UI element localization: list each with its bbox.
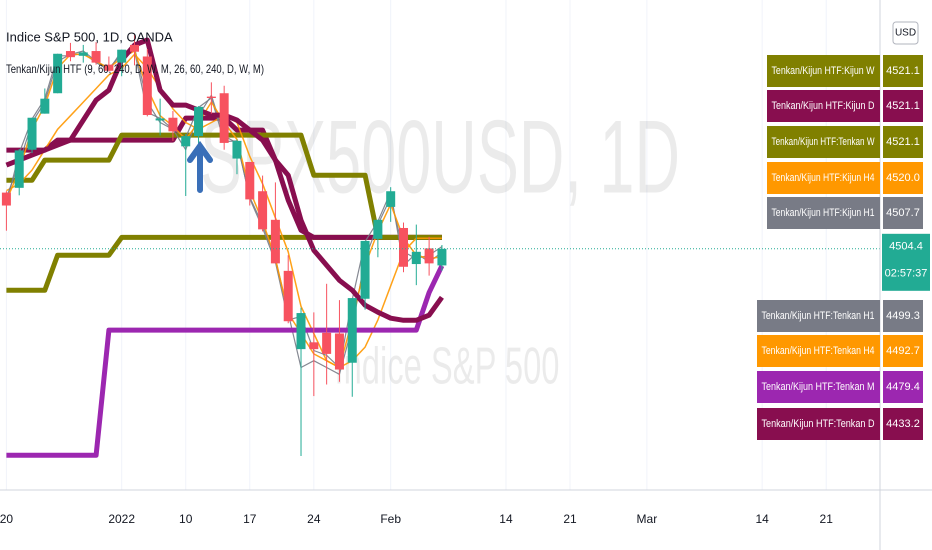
candle-body xyxy=(1,192,11,206)
candle-body xyxy=(258,191,268,230)
value-box xyxy=(883,197,923,229)
label-name: Tenkan/Kijun HTF:Tenkan H1 xyxy=(762,310,875,322)
candle-body xyxy=(232,140,242,159)
candle-body xyxy=(398,227,408,267)
candle-body xyxy=(181,136,191,147)
candle-body xyxy=(322,332,332,354)
indicator-title: Tenkan/Kijun HTF (9, 60, 240, D, W, M, 2… xyxy=(6,62,264,76)
x-tick-label: 21 xyxy=(563,512,577,526)
label-value: 4499.3 xyxy=(886,310,920,322)
candle-body xyxy=(129,44,139,52)
candle-body xyxy=(424,248,434,264)
candle-body xyxy=(142,56,152,116)
label-value: 4521.1 xyxy=(886,136,920,148)
chart-title: Indice S&P 500, 1D, OANDA xyxy=(6,29,173,44)
candle-body xyxy=(155,118,165,121)
candle-body xyxy=(14,150,24,188)
x-tick-label: 24 xyxy=(307,512,321,526)
candle-body xyxy=(194,106,204,137)
label-name: Tenkan/Kijun HTF:Tenkan M xyxy=(762,381,875,393)
label-box xyxy=(767,197,880,229)
label-value: 4479.4 xyxy=(886,381,920,393)
current-price: 4504.4 xyxy=(889,241,923,253)
x-tick-label: 17 xyxy=(243,512,257,526)
candle-body xyxy=(347,298,357,363)
candle-body xyxy=(104,64,114,71)
value-box xyxy=(883,300,923,332)
label-box xyxy=(767,55,880,87)
price-labels: 4504.4 02:57:37 Tenkan/Kijun HTF:Kijun W 45… xyxy=(757,55,930,440)
candle-body xyxy=(296,313,306,350)
candle-body xyxy=(360,240,370,299)
indicator-line xyxy=(6,264,445,458)
candle-body xyxy=(411,251,421,265)
label-value: 4521.1 xyxy=(886,100,920,112)
label-name: Tenkan/Kijun HTF:Kijun D xyxy=(772,100,875,112)
currency-box[interactable] xyxy=(892,21,919,45)
label-name: Tenkan/Kijun HTF:Kijun W xyxy=(772,65,875,77)
label-value: 4521.1 xyxy=(886,65,920,77)
x-tick-label: 21 xyxy=(820,512,834,526)
label-box xyxy=(757,408,880,440)
label-box xyxy=(757,300,880,332)
value-box xyxy=(883,162,923,194)
candle-body xyxy=(206,96,216,98)
label-name: Tenkan/Kijun HTF:Kijun H4 xyxy=(772,172,875,184)
value-box xyxy=(883,408,923,440)
current-price-box xyxy=(882,233,930,291)
x-tick-label: Mar xyxy=(637,512,658,526)
countdown: 02:57:37 xyxy=(885,268,928,280)
value-box xyxy=(883,90,923,122)
value-box xyxy=(883,55,923,87)
candle-body xyxy=(270,219,280,264)
candle-body xyxy=(40,98,50,114)
x-tick-label: Feb xyxy=(380,512,401,526)
watermark: SPX500USD, 1D xyxy=(200,99,680,215)
candle-body xyxy=(219,93,229,143)
x-tick-label: 2022 xyxy=(108,512,135,526)
arrow xyxy=(187,140,213,193)
x-tick-label: 14 xyxy=(499,512,513,526)
value-box xyxy=(883,371,923,403)
label-value: 4433.2 xyxy=(886,418,920,430)
label-box xyxy=(767,162,880,194)
candle-body xyxy=(309,342,319,350)
label-value: 4507.7 xyxy=(886,207,920,219)
label-name: Tenkan/Kijun HTF:Kijun H1 xyxy=(772,207,875,219)
candle-body xyxy=(78,52,88,56)
label-box xyxy=(767,126,880,158)
label-box xyxy=(767,90,880,122)
value-box xyxy=(883,335,923,367)
value-box xyxy=(883,126,923,158)
label-name: Tenkan/Kijun HTF:Tenkan H4 xyxy=(762,345,875,357)
candle-body xyxy=(437,248,447,266)
label-value: 4492.7 xyxy=(886,345,920,357)
label-name: Tenkan/Kijun HTF:Tenkan W xyxy=(772,136,875,148)
candle-body xyxy=(53,53,63,94)
candle-body xyxy=(283,270,293,322)
x-tick-label: 20 xyxy=(0,512,13,526)
label-value: 4520.0 xyxy=(886,172,920,184)
candle-body xyxy=(65,51,75,58)
candle-body xyxy=(168,117,178,132)
candle-body xyxy=(334,333,344,370)
x-tick-label: 14 xyxy=(755,512,769,526)
label-name: Tenkan/Kijun HTF:Tenkan D xyxy=(762,418,875,430)
watermark-sub: Indice S&P 500 xyxy=(335,338,560,396)
candle-body xyxy=(91,51,101,63)
label-box xyxy=(757,335,880,367)
currency[interactable]: USD xyxy=(895,28,916,39)
plot-area xyxy=(0,34,880,458)
candle-body xyxy=(117,49,127,63)
candle-body xyxy=(386,191,396,207)
candle-body xyxy=(245,161,255,200)
label-box xyxy=(757,371,880,403)
x-tick-label: 10 xyxy=(179,512,193,526)
candle-body xyxy=(373,219,383,239)
candle-body xyxy=(27,117,37,150)
